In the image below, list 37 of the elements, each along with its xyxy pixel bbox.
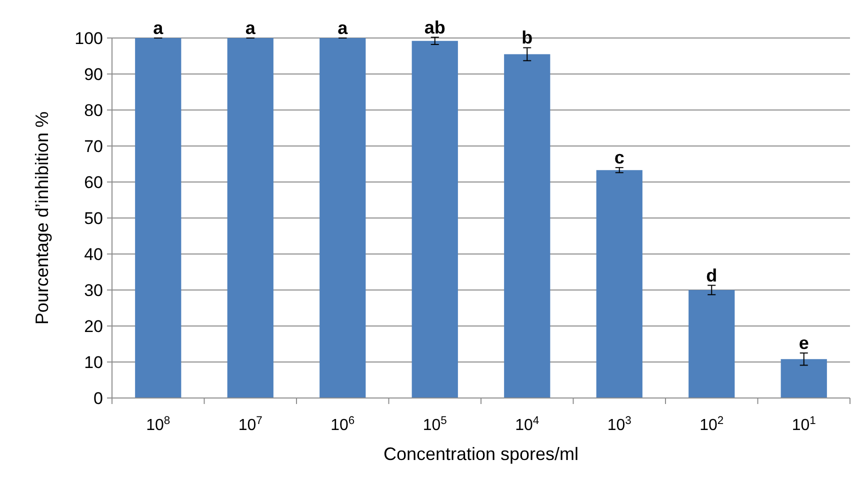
bar (320, 38, 366, 398)
y-tick-label: 20 (84, 316, 103, 336)
bar (504, 54, 550, 398)
y-tick-label: 70 (84, 136, 103, 156)
y-tick-label: 80 (84, 100, 103, 120)
x-tick-label: 10$^{8}$ (146, 415, 170, 434)
bar (688, 290, 735, 398)
x-tick-label: 10$^{7}$ (238, 415, 262, 434)
bar (412, 40, 458, 398)
y-tick-label: 10 (84, 352, 103, 372)
y-tick-label: 50 (84, 208, 103, 228)
x-tick-label: 10$^{4}$ (515, 415, 540, 434)
y-tick-label: 40 (84, 244, 103, 264)
x-axis-title: Concentration spores/ml (383, 444, 579, 464)
annotation: a (153, 18, 164, 38)
bar (780, 359, 827, 398)
annotation: a (338, 18, 349, 38)
x-tick-label: 10$^{6}$ (330, 415, 355, 434)
y-tick-label: 0 (94, 388, 103, 408)
annotation: ab (424, 17, 446, 38)
x-tick-label: 10$^{2}$ (700, 415, 724, 434)
bar (135, 38, 182, 398)
annotation: b (522, 28, 533, 48)
y-axis-title: Pourcentage d’inhibition % (32, 111, 52, 325)
y-tick-label: 60 (84, 172, 103, 192)
annotation: c (614, 148, 624, 168)
annotation: a (245, 18, 256, 38)
annotation: d (706, 265, 718, 286)
x-tick-label: 10$^{5}$ (422, 415, 447, 434)
x-tick-label: 10$^{3}$ (607, 415, 632, 434)
y-tick-label: 30 (84, 280, 103, 300)
x-tick-label: 10$^{1}$ (792, 415, 816, 434)
bar (227, 38, 274, 398)
bar (596, 170, 642, 398)
y-tick-label: 100 (74, 28, 103, 48)
y-tick-label: 90 (84, 64, 103, 84)
annotation: e (798, 333, 809, 353)
